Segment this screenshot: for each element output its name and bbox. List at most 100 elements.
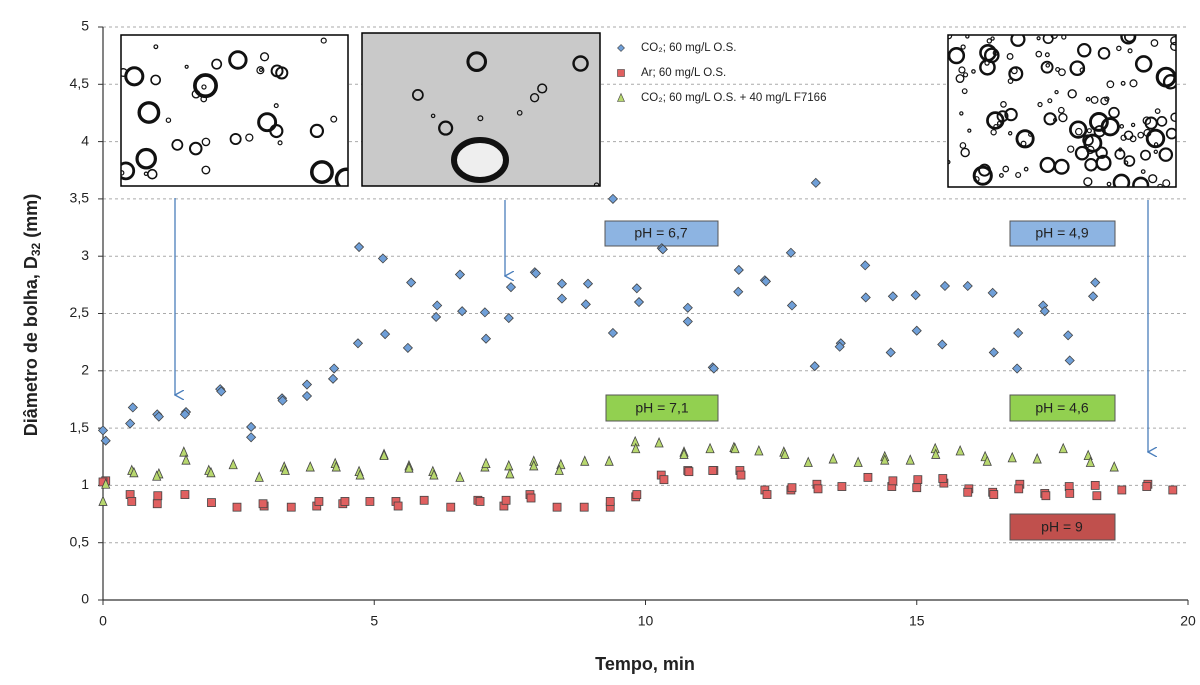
bubble <box>1170 35 1176 46</box>
marker-square <box>365 497 375 506</box>
bubble <box>1106 80 1115 89</box>
bubble <box>259 52 270 62</box>
bubble <box>1058 68 1066 77</box>
marker-triangle <box>404 462 414 473</box>
bubble <box>1137 131 1145 139</box>
marker-triangle <box>1058 442 1068 454</box>
y-tick-label: 2 <box>81 362 89 378</box>
marker-triangle <box>780 448 790 459</box>
y-tick-label: 0,5 <box>70 533 90 549</box>
marker-diamond <box>505 282 517 293</box>
marker-diamond <box>556 293 568 304</box>
marker-triangle <box>828 453 838 464</box>
bubble <box>516 109 523 116</box>
bubble <box>184 64 189 69</box>
marker-square <box>617 69 625 77</box>
bubble <box>1097 47 1111 60</box>
bubble <box>1043 112 1057 126</box>
bubble <box>1044 52 1050 58</box>
marker-diamond <box>402 342 413 353</box>
bubble <box>229 133 242 146</box>
bubble <box>1002 165 1010 173</box>
bubble <box>1165 127 1176 140</box>
marker-diamond <box>301 390 313 402</box>
bubble <box>1143 128 1152 137</box>
bubble <box>972 165 993 186</box>
bubble <box>201 137 211 147</box>
bubble <box>245 133 254 142</box>
bubble <box>191 89 201 99</box>
marker-triangle <box>355 469 365 480</box>
bubble <box>1067 89 1077 99</box>
marker-triangle <box>206 466 216 478</box>
bubble <box>121 170 125 176</box>
marker-diamond <box>860 260 871 271</box>
marker-diamond <box>432 300 443 311</box>
bubble <box>996 120 1002 126</box>
marker-diamond <box>810 177 821 188</box>
marker-diamond <box>885 347 896 358</box>
bubble <box>960 44 966 50</box>
marker-square <box>1041 491 1051 501</box>
marker-triangle <box>754 445 764 456</box>
marker-diamond <box>708 363 719 374</box>
bubble <box>1082 134 1094 146</box>
marker-square <box>152 499 162 509</box>
ph-label: pH = 4,6 <box>1035 400 1089 416</box>
marker-square <box>1014 484 1024 494</box>
bubble <box>992 50 999 56</box>
y-tick-label: 4,5 <box>70 75 90 91</box>
bubble <box>978 163 992 177</box>
marker-triangle <box>580 455 590 466</box>
y-tick-label: 1,5 <box>70 419 90 435</box>
marker-triangle <box>631 442 641 454</box>
y-title-unit: (mm) <box>21 194 41 243</box>
marker-square <box>863 472 873 482</box>
marker-triangle <box>529 459 539 471</box>
bubble <box>1153 149 1158 154</box>
bubble <box>1054 89 1059 95</box>
marker-square <box>1168 485 1178 495</box>
marker-diamond <box>406 277 417 288</box>
bubble <box>451 137 509 183</box>
bubble <box>256 66 265 75</box>
y-title-main: Diâmetro de bolha, D <box>21 256 41 436</box>
marker-diamond <box>457 306 468 317</box>
bubble <box>1134 55 1153 73</box>
marks <box>97 177 1178 512</box>
bubble <box>973 176 980 183</box>
marker-diamond <box>939 280 951 292</box>
bubble <box>257 112 278 133</box>
x-tick-label: 15 <box>909 613 925 629</box>
bubble <box>959 142 967 149</box>
marker-diamond <box>1063 330 1074 341</box>
bubble <box>1116 45 1122 52</box>
y-tick-label: 0 <box>81 591 89 607</box>
marker-diamond <box>617 44 625 52</box>
bubble <box>971 69 976 74</box>
bubble <box>228 50 248 70</box>
ph-label: pH = 7,1 <box>635 400 689 416</box>
marker-diamond <box>377 253 388 264</box>
marker-triangle <box>554 464 564 475</box>
y-axis-title: Diâmetro de bolha, D32 (mm) <box>21 194 43 436</box>
bubble <box>1037 101 1043 108</box>
bubble <box>1162 179 1171 187</box>
bubble <box>1129 135 1137 143</box>
bubble <box>1108 106 1120 119</box>
bubble <box>529 93 540 103</box>
bubble <box>959 111 964 116</box>
ph-box <box>1009 394 1116 422</box>
bubble <box>965 35 970 39</box>
marker-diamond <box>431 311 442 323</box>
marker-diamond <box>246 421 257 433</box>
marker-triangle <box>331 461 341 472</box>
marker-triangle <box>654 437 664 448</box>
bubble <box>201 165 211 175</box>
marker-triangle <box>98 495 108 506</box>
bubble <box>1067 145 1075 153</box>
marker-square <box>446 502 456 512</box>
y-tick-label: 2,5 <box>70 304 90 320</box>
marker-square <box>762 490 772 499</box>
photo-bubbles <box>948 35 1176 187</box>
